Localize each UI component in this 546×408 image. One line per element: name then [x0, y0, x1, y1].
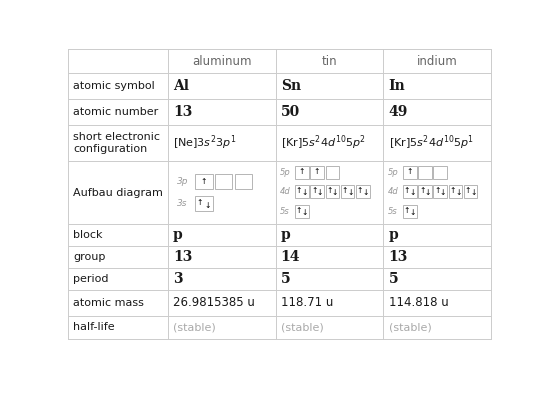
- Bar: [434, 185, 447, 197]
- Text: ↑: ↑: [327, 186, 333, 195]
- Text: atomic mass: atomic mass: [73, 298, 144, 308]
- Text: Sn: Sn: [281, 79, 301, 93]
- Text: 26.9815385 u: 26.9815385 u: [173, 296, 254, 309]
- Bar: [403, 166, 417, 179]
- Bar: [418, 166, 432, 179]
- Text: group: group: [73, 252, 106, 262]
- Text: ↑: ↑: [296, 186, 302, 195]
- Text: 4d: 4d: [388, 187, 399, 196]
- Text: ↓: ↓: [301, 188, 308, 197]
- Text: ↓: ↓: [332, 188, 338, 197]
- Text: 14: 14: [281, 250, 300, 264]
- Text: 13: 13: [389, 250, 408, 264]
- Text: [Ne]3$s^2$3$p^1$: [Ne]3$s^2$3$p^1$: [173, 134, 236, 152]
- Text: 114.818 u: 114.818 u: [389, 296, 448, 309]
- Text: ↑: ↑: [311, 186, 318, 195]
- Bar: [295, 205, 308, 217]
- Bar: [310, 185, 324, 197]
- Text: ↑: ↑: [404, 206, 410, 215]
- Text: half-life: half-life: [73, 322, 115, 333]
- Text: [Kr]5$s^2$4$d^{10}$5$p^2$: [Kr]5$s^2$4$d^{10}$5$p^2$: [281, 134, 366, 152]
- Text: ↓: ↓: [424, 188, 431, 197]
- Text: (stable): (stable): [173, 322, 216, 333]
- Bar: [295, 166, 308, 179]
- Text: ↑: ↑: [357, 186, 363, 195]
- Bar: [434, 166, 447, 179]
- Bar: [341, 185, 354, 197]
- Text: ↓: ↓: [363, 188, 369, 197]
- Text: ↑: ↑: [407, 167, 413, 176]
- Text: 5s: 5s: [280, 207, 289, 216]
- Bar: [235, 174, 252, 189]
- Text: p: p: [173, 228, 182, 242]
- Text: atomic symbol: atomic symbol: [73, 81, 155, 91]
- Bar: [195, 196, 212, 211]
- Bar: [449, 185, 462, 197]
- Text: ↓: ↓: [317, 188, 323, 197]
- Text: ↓: ↓: [301, 208, 308, 217]
- Text: short electronic
configuration: short electronic configuration: [73, 132, 161, 154]
- Text: block: block: [73, 230, 103, 240]
- Text: ↑: ↑: [296, 206, 302, 215]
- Text: Aufbau diagram: Aufbau diagram: [73, 188, 163, 197]
- Bar: [403, 185, 417, 197]
- Text: 3s: 3s: [177, 200, 187, 208]
- Text: tin: tin: [322, 55, 337, 68]
- Text: ↓: ↓: [410, 208, 416, 217]
- Text: ↑: ↑: [197, 198, 203, 207]
- Bar: [215, 174, 233, 189]
- Bar: [310, 166, 324, 179]
- Bar: [325, 166, 339, 179]
- Text: p: p: [389, 228, 399, 242]
- Text: ↑: ↑: [200, 177, 207, 186]
- Text: atomic number: atomic number: [73, 107, 158, 117]
- Text: 3: 3: [173, 272, 182, 286]
- Text: 5p: 5p: [280, 168, 290, 177]
- Bar: [195, 174, 212, 189]
- Text: ↑: ↑: [404, 186, 410, 195]
- Text: aluminum: aluminum: [192, 55, 251, 68]
- Text: 5p: 5p: [388, 168, 399, 177]
- Text: ↓: ↓: [440, 188, 446, 197]
- Text: ↑: ↑: [342, 186, 348, 195]
- Bar: [403, 205, 417, 217]
- Text: In: In: [389, 79, 405, 93]
- Text: 5s: 5s: [388, 207, 397, 216]
- Text: ↓: ↓: [204, 201, 210, 210]
- Text: ↑: ↑: [449, 186, 456, 195]
- Bar: [418, 185, 432, 197]
- Text: ↓: ↓: [455, 188, 461, 197]
- Text: [Kr]5$s^2$4$d^{10}$5$p^1$: [Kr]5$s^2$4$d^{10}$5$p^1$: [389, 134, 474, 152]
- Text: period: period: [73, 274, 109, 284]
- Text: 5: 5: [281, 272, 290, 286]
- Text: 50: 50: [281, 105, 300, 119]
- Text: 118.71 u: 118.71 u: [281, 296, 333, 309]
- Text: p: p: [281, 228, 290, 242]
- Text: indium: indium: [417, 55, 458, 68]
- Text: (stable): (stable): [389, 322, 431, 333]
- Bar: [325, 185, 339, 197]
- Bar: [295, 185, 308, 197]
- Text: ↓: ↓: [470, 188, 477, 197]
- Text: ↑: ↑: [299, 167, 305, 176]
- Text: 3p: 3p: [177, 177, 188, 186]
- Text: ↑: ↑: [434, 186, 441, 195]
- Text: 5: 5: [389, 272, 398, 286]
- Text: Al: Al: [173, 79, 189, 93]
- Text: 4d: 4d: [280, 187, 290, 196]
- Bar: [356, 185, 370, 197]
- Text: 49: 49: [389, 105, 408, 119]
- Text: ↓: ↓: [410, 188, 416, 197]
- Text: ↑: ↑: [465, 186, 471, 195]
- Text: ↑: ↑: [419, 186, 425, 195]
- Text: ↑: ↑: [314, 167, 321, 176]
- Text: 13: 13: [173, 105, 192, 119]
- Text: 13: 13: [173, 250, 192, 264]
- Text: ↓: ↓: [347, 188, 353, 197]
- Text: (stable): (stable): [281, 322, 323, 333]
- Bar: [464, 185, 477, 197]
